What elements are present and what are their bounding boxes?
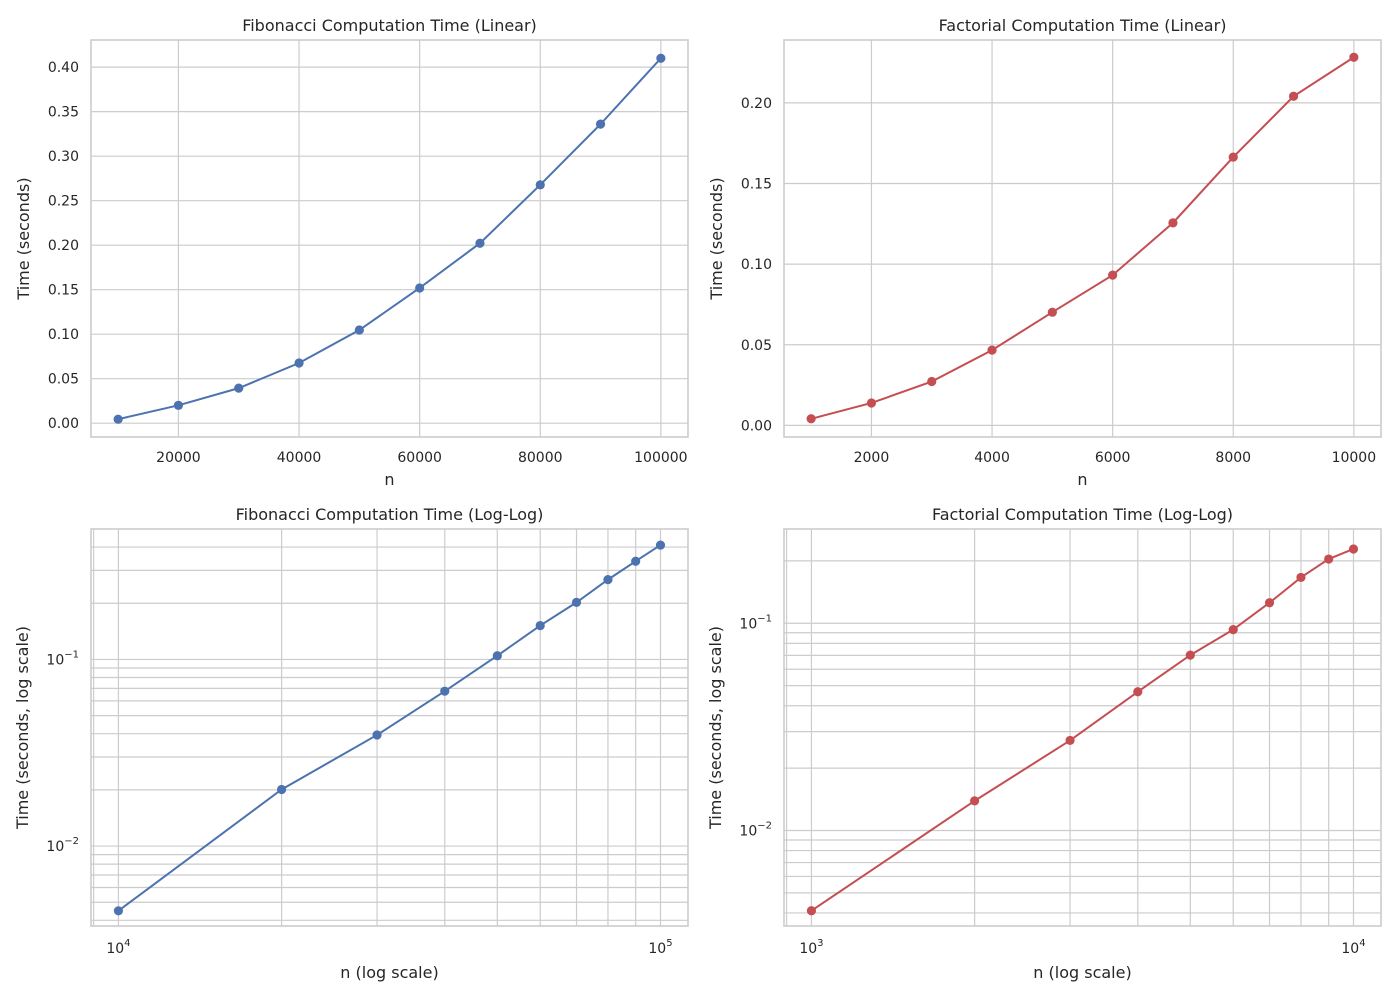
x-tick-label: 100000 [634, 450, 687, 466]
chart-panel-2: 2000 4000 6000 8000 10000 0.00 0.05 0.10 0.15 0.2… [707, 16, 1382, 489]
data-point [535, 180, 545, 190]
y-tick-label: 0.40 [48, 60, 79, 76]
chart-title: Factorial Computation Time (Linear) [939, 16, 1227, 35]
y-tick-label: 0.20 [48, 238, 79, 254]
x-tick-label: 104 [1341, 938, 1365, 957]
data-point [806, 906, 817, 916]
plot-frame [90, 39, 689, 438]
x-tick-label: 40000 [277, 450, 322, 466]
y-tick-label: 0.15 [741, 177, 772, 193]
plot-frame [783, 528, 1382, 927]
y-tick-label: 0.00 [48, 416, 79, 432]
data-point [1108, 270, 1118, 280]
data-point [1324, 554, 1334, 564]
y-tick-label: 0.25 [48, 194, 79, 210]
x-tick-label: 8000 [1215, 450, 1251, 466]
data-point [595, 119, 606, 129]
x-axis-label: n (log scale) [1033, 963, 1131, 982]
y-axis-label: Time (seconds) [707, 177, 726, 300]
data-point [1185, 650, 1195, 660]
x-tick-label: 2000 [854, 450, 890, 466]
data-point [1348, 544, 1359, 554]
plot-frame [90, 528, 689, 927]
data-point [234, 383, 244, 393]
y-tick-label: 10−2 [46, 836, 79, 855]
data-point [1168, 218, 1178, 228]
data-point [1296, 572, 1306, 583]
y-tick-label: 10−1 [739, 613, 772, 632]
data-point [603, 575, 613, 585]
data-point [415, 283, 425, 293]
data-point [631, 556, 641, 566]
y-tick-label: 0.15 [48, 283, 79, 299]
x-tick-label: 20000 [156, 450, 201, 466]
y-tick-label: 0.05 [741, 338, 772, 354]
data-point [277, 784, 287, 795]
data-point [440, 686, 450, 696]
data-point [1228, 624, 1238, 635]
y-axis-label: Time (seconds, log scale) [706, 626, 725, 830]
series-line [810, 548, 1354, 912]
chart-title: Factorial Computation Time (Log-Log) [932, 505, 1233, 524]
y-tick-label: 0.30 [48, 149, 79, 165]
y-tick-label: 0.20 [741, 96, 772, 112]
y-tick-label: 0.10 [741, 257, 772, 273]
series-line [117, 57, 662, 421]
y-axis-label: Time (seconds, log scale) [13, 626, 32, 830]
data-point [173, 400, 184, 410]
y-tick-label: 0.00 [741, 418, 772, 434]
data-point [294, 358, 304, 368]
chart-panel-4: 103 104 10−2 10−1 Factorial Computation Time… [706, 505, 1382, 982]
x-tick-label: 4000 [974, 450, 1010, 466]
data-point [866, 398, 877, 408]
plot-frame [783, 39, 1382, 438]
y-tick-label: 0.05 [48, 372, 79, 388]
chart-title: Fibonacci Computation Time (Linear) [242, 16, 537, 35]
x-tick-label: 103 [799, 938, 823, 957]
series-line [117, 544, 662, 912]
data-point [354, 325, 364, 335]
data-point [372, 730, 382, 740]
chart-title: Fibonacci Computation Time (Log-Log) [236, 505, 544, 524]
data-point [1288, 91, 1299, 101]
y-tick-label: 10−1 [46, 649, 79, 668]
y-tick-label: 0.10 [48, 327, 79, 343]
x-axis-label: n [384, 470, 394, 489]
x-tick-label: 105 [648, 938, 672, 957]
data-point [1228, 152, 1238, 162]
x-tick-label: 6000 [1095, 450, 1131, 466]
data-point [806, 414, 816, 424]
data-point [656, 53, 666, 63]
data-point [113, 414, 123, 424]
x-tick-label: 10000 [1332, 450, 1377, 466]
x-tick-label: 60000 [397, 450, 442, 466]
y-tick-label: 10−2 [739, 820, 772, 839]
x-axis-label: n [1077, 470, 1087, 489]
chart-panel-3: 104 105 10−2 10−1 Fibonacci Computation Time… [13, 505, 689, 982]
y-axis-label: Time (seconds) [14, 177, 33, 300]
data-point [1264, 598, 1275, 608]
data-point [1047, 307, 1057, 317]
data-point [970, 796, 980, 806]
x-tick-label: 80000 [518, 450, 563, 466]
data-point [987, 345, 997, 355]
data-point [1065, 735, 1075, 746]
data-point [1349, 52, 1359, 62]
data-point [535, 620, 545, 631]
data-point [927, 376, 937, 387]
data-point [655, 540, 666, 550]
data-point [113, 906, 124, 916]
series-line [810, 56, 1355, 420]
data-point [475, 238, 485, 248]
y-tick-label: 0.35 [48, 105, 79, 121]
chart-panel-1: 20000 40000 60000 80000 100000 0.00 0.05 0.10 0.… [14, 16, 689, 489]
data-point [1133, 687, 1143, 697]
x-axis-label: n (log scale) [340, 963, 438, 982]
x-tick-label: 104 [106, 938, 130, 957]
data-point [492, 651, 502, 661]
data-point [571, 597, 582, 607]
